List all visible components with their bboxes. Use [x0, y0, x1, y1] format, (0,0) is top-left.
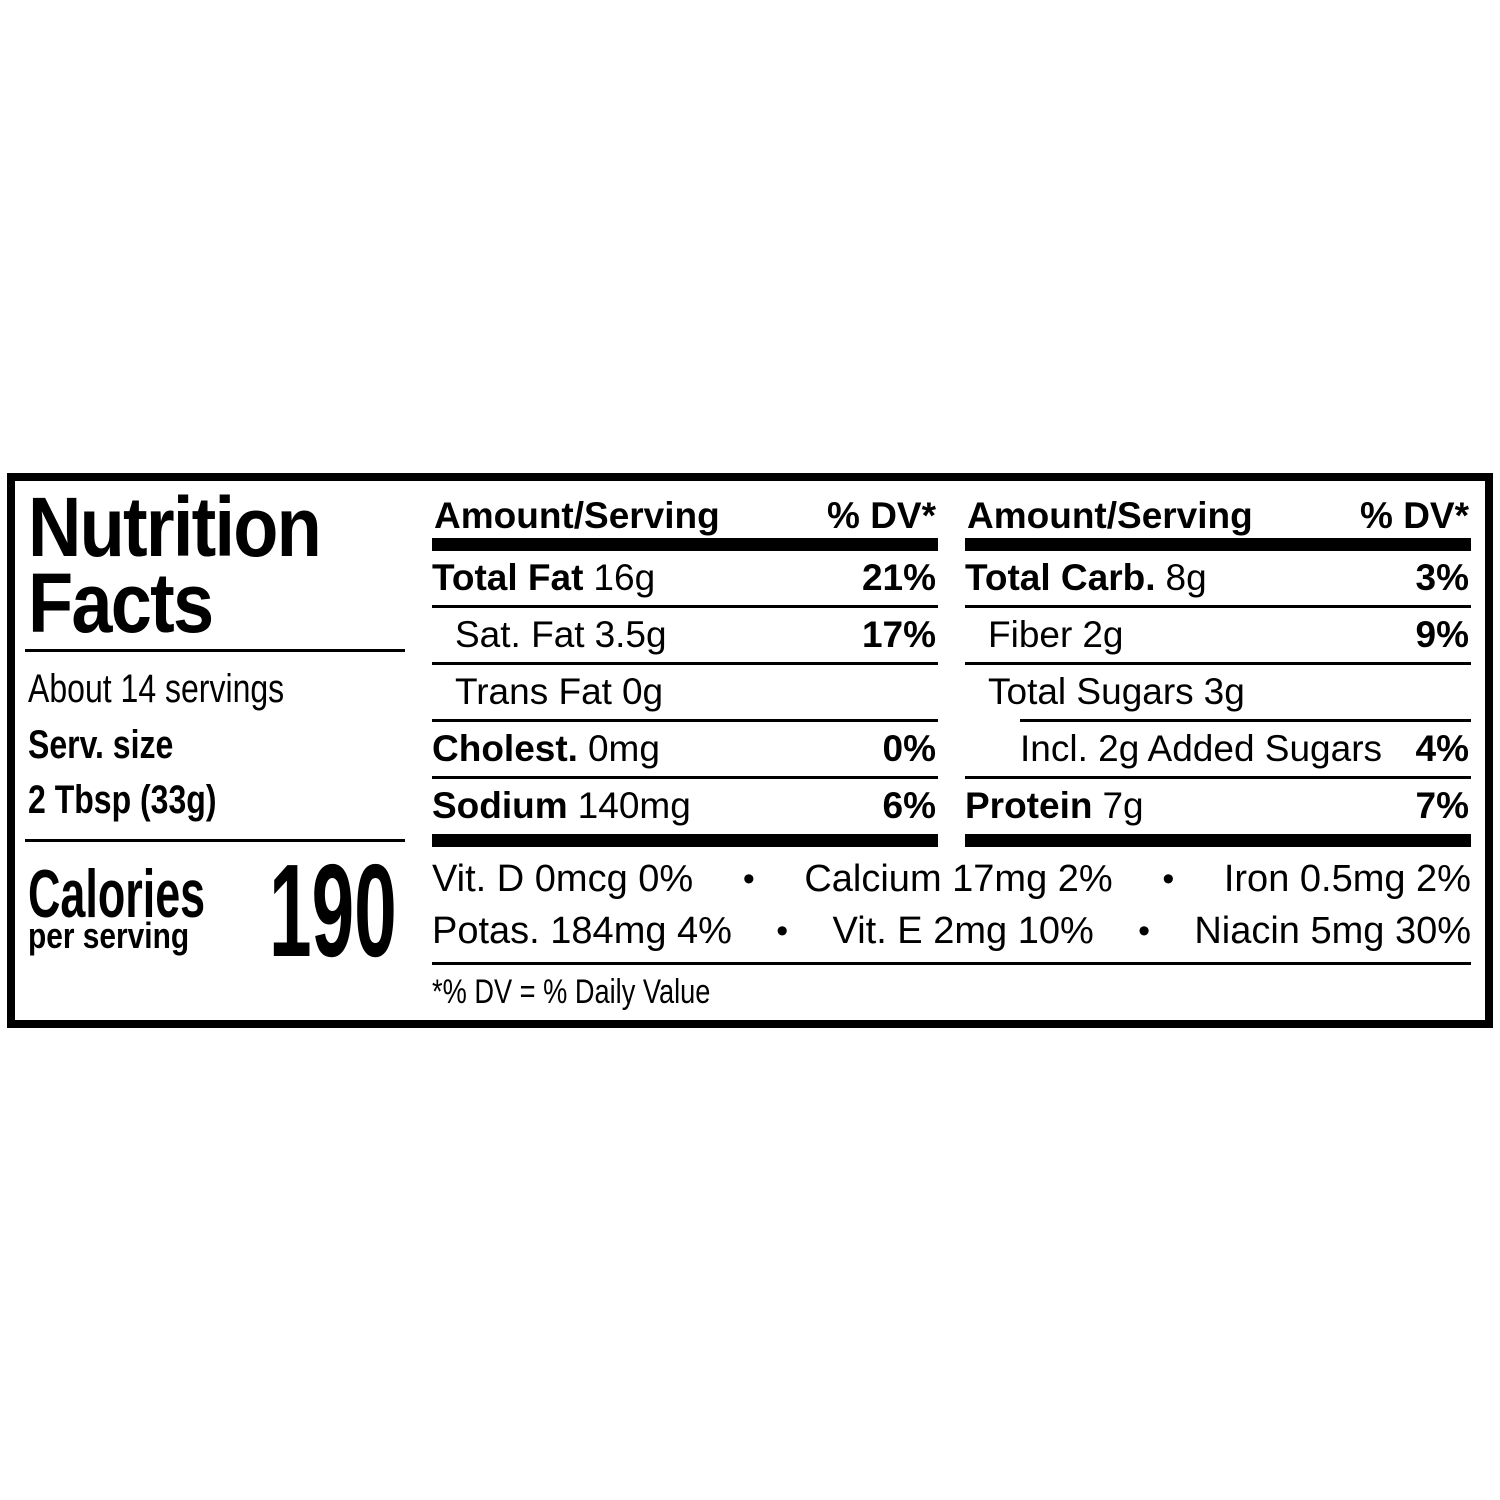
nutrient-name: Sodium: [432, 785, 568, 826]
micronutrients-block: Vit. D 0mcg 0% • Calcium 17mg 2% • Iron …: [432, 855, 1471, 955]
serving-size-value: 2 Tbsp (33g): [28, 778, 217, 822]
row-separator-indented: [1020, 719, 1471, 722]
micronutrient-vit-e: Vit. E 2mg 10%: [832, 909, 1094, 952]
thick-bar: [965, 538, 1471, 551]
nutrient-dv: 7%: [1415, 785, 1469, 826]
thick-bar: [432, 834, 938, 847]
column-header-dv: % DV*: [1360, 495, 1469, 536]
nutrient-amount: 2g: [1082, 614, 1124, 655]
nutrient-column-right: Amount/Serving % DV* Total Carb. 8g 3% F…: [965, 495, 1471, 847]
nutrient-name: Incl. 2g Added Sugars: [1020, 728, 1383, 769]
micronutrient-potassium: Potas. 184mg 4%: [432, 909, 732, 952]
nutrient-row-sat-fat: Sat. Fat 3.5g 17%: [432, 608, 938, 662]
bullet-separator: •: [1138, 911, 1150, 950]
nutrient-name: Total Fat: [432, 557, 584, 598]
nutrient-row-total-carb: Total Carb. 8g 3%: [965, 551, 1471, 605]
nutrient-row-added-sugars: Incl. 2g Added Sugars 4%: [965, 722, 1471, 776]
micronutrients-row-1: Vit. D 0mcg 0% • Calcium 17mg 2% • Iron …: [432, 855, 1471, 903]
nutrient-dv: 21%: [861, 557, 936, 598]
nutrient-row-fiber: Fiber 2g 9%: [965, 608, 1471, 662]
servings-count: About 14 servings: [28, 667, 285, 711]
nutrient-name: Protein: [965, 785, 1093, 826]
nutrient-name: Fiber: [988, 614, 1073, 655]
nutrient-row-trans-fat: Trans Fat 0g: [432, 665, 938, 719]
row-separator: [432, 662, 938, 665]
nutrient-amount: 3g: [1203, 671, 1245, 712]
nutrient-amount: 3.5g: [594, 614, 667, 655]
nutrient-amount: 0g: [621, 671, 664, 712]
nutrient-dv: 9%: [1415, 614, 1469, 655]
nutrient-dv: 6%: [882, 785, 936, 826]
nutrient-name: Sat. Fat: [455, 614, 585, 655]
nutrient-dv: 17%: [861, 614, 936, 655]
row-separator: [432, 605, 938, 608]
thick-bar: [965, 834, 1471, 847]
nutrient-amount: 7g: [1102, 785, 1144, 826]
nutrient-row-total-fat: Total Fat 16g 21%: [432, 551, 938, 605]
column-header-dv: % DV*: [827, 495, 936, 536]
serving-size-label: Serv. size: [28, 723, 174, 767]
label-title-line2: Facts: [28, 556, 214, 650]
nutrient-name: Cholest.: [432, 728, 578, 769]
calories-divider: [25, 839, 405, 842]
column-header-amount: Amount/Serving: [967, 495, 1253, 536]
micronutrient-vit-d: Vit. D 0mcg 0%: [432, 857, 694, 900]
nutrient-row-sodium: Sodium 140mg 6%: [432, 779, 938, 833]
nutrient-amount: 140mg: [577, 785, 691, 826]
label-title-line1: Nutrition: [28, 480, 322, 574]
micronutrient-calcium: Calcium 17mg 2%: [804, 857, 1113, 900]
row-separator: [432, 776, 938, 779]
nutrient-name: Trans Fat: [455, 671, 612, 712]
footnote: *% DV = % Daily Value: [432, 973, 711, 1011]
nutrient-name: Total Carb.: [965, 557, 1156, 598]
nutrient-amount: 8g: [1165, 557, 1207, 598]
micronutrients-row-2: Potas. 184mg 4% • Vit. E 2mg 10% • Niaci…: [432, 907, 1471, 955]
label-title: Nutrition Facts: [28, 480, 322, 650]
nutrition-facts-label: Nutrition Facts About 14 servings Serv. …: [7, 473, 1493, 1028]
row-separator: [965, 662, 1471, 665]
micronutrient-niacin: Niacin 5mg 30%: [1194, 909, 1471, 952]
nutrient-column-left: Amount/Serving % DV* Total Fat 16g 21% S…: [432, 495, 938, 847]
nutrient-dv: 3%: [1415, 557, 1469, 598]
column-header-amount: Amount/Serving: [434, 495, 720, 536]
calories-value: 190: [269, 837, 397, 984]
column-header: Amount/Serving % DV*: [432, 495, 938, 537]
nutrient-row-total-sugars: Total Sugars 3g: [965, 665, 1471, 719]
micronutrient-iron: Iron 0.5mg 2%: [1223, 857, 1471, 900]
nutrient-dv: 4%: [1415, 728, 1469, 769]
nutrient-name: Total Sugars: [988, 671, 1194, 712]
nutrient-amount: 0mg: [587, 728, 660, 769]
title-divider: [25, 649, 405, 652]
thick-bar: [432, 538, 938, 551]
nutrient-row-cholesterol: Cholest. 0mg 0%: [432, 722, 938, 776]
row-separator: [965, 605, 1471, 608]
footnote-divider: [432, 962, 1471, 965]
nutrient-dv: 0%: [882, 728, 936, 769]
nutrient-row-protein: Protein 7g 7%: [965, 779, 1471, 833]
calories-label: Calories: [28, 856, 206, 932]
bullet-separator: •: [776, 911, 789, 950]
row-separator: [432, 719, 938, 722]
calories-sublabel: per serving: [28, 915, 190, 956]
column-header: Amount/Serving % DV*: [965, 495, 1471, 537]
nutrient-amount: 16g: [593, 557, 656, 598]
bullet-separator: •: [1162, 859, 1175, 898]
bullet-separator: •: [742, 859, 755, 898]
row-separator: [965, 776, 1471, 779]
